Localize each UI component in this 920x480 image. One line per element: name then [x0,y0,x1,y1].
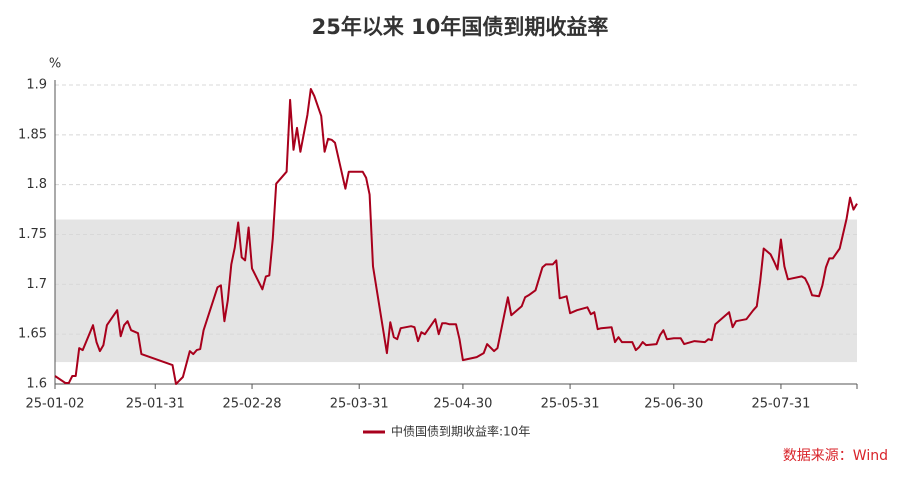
x-tick-label: 25-07-31 [751,397,810,412]
x-tick-label: 25-05-31 [541,397,600,412]
y-tick-label: 1.8 [26,177,47,192]
x-tick-label: 25-01-31 [126,397,185,412]
y-tick-label: 1.9 [26,78,47,93]
series-line [54,88,858,385]
x-tick-label: 25-02-28 [223,397,282,412]
source-note: 数据来源：Wind [783,448,888,464]
y-tick-label: 1.85 [18,127,47,142]
y-unit: % [49,57,61,72]
x-tick-label: 25-03-31 [330,397,389,412]
y-tick-label: 1.6 [26,377,47,392]
legend-label: 中债国债到期收益率:10年 [391,424,530,439]
y-tick-label: 1.65 [18,327,47,342]
shaded-band [55,219,857,363]
chart-title: 25年以来 10年国债到期收益率 [312,15,609,39]
y-tick-label: 1.75 [18,227,47,242]
x-tick-label: 25-06-30 [644,397,703,412]
x-tick-label: 25-01-02 [25,397,84,412]
y-tick-label: 1.7 [26,277,47,292]
x-tick-label: 25-04-30 [433,397,492,412]
